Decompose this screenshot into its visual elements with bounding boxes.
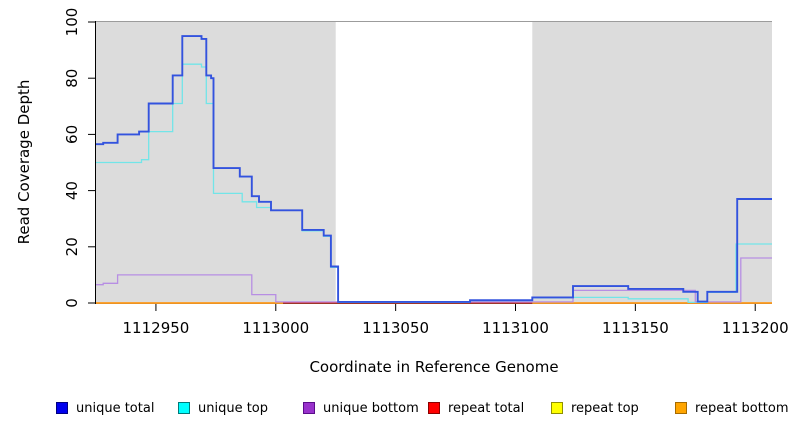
chart-series xyxy=(96,35,772,304)
legend-swatch xyxy=(551,402,563,414)
legend-label: repeat total xyxy=(448,400,525,416)
chart-axes: 0 20 40 60 80 100 1112950 1113000 1113050 1113100… xyxy=(63,8,789,337)
shaded-region xyxy=(532,22,772,303)
y-tick-label: 40 xyxy=(63,181,81,200)
x-tick-label: 1112950 xyxy=(123,319,190,337)
series-unique-total xyxy=(96,35,772,303)
legend-label: repeat bottom xyxy=(695,400,789,416)
legend-swatch xyxy=(428,402,440,414)
legend-swatch xyxy=(56,402,68,414)
x-axis-label: Coordinate in Reference Genome xyxy=(309,358,558,376)
x-tick-label: 1113000 xyxy=(242,319,309,337)
legend-item-repeat-total: repeat total xyxy=(428,398,524,418)
chart-shaded-regions xyxy=(96,21,772,303)
legend-swatch xyxy=(675,402,687,414)
legend-label: unique top xyxy=(198,400,269,416)
x-tick-label: 1113050 xyxy=(362,319,429,337)
legend-swatch xyxy=(303,402,315,414)
series-unique-bottom xyxy=(96,257,772,303)
legend-swatch xyxy=(178,402,190,414)
y-tick-label: 100 xyxy=(63,8,81,37)
y-tick-label: 0 xyxy=(63,298,81,308)
y-axis-label: Read Coverage Depth xyxy=(15,80,33,245)
legend-item-unique-bottom: unique bottom xyxy=(303,398,419,418)
legend-item-unique-top: unique top xyxy=(178,398,268,418)
legend-label: unique bottom xyxy=(323,400,419,416)
legend-item-repeat-bottom: repeat bottom xyxy=(675,398,789,418)
y-tick-label: 60 xyxy=(63,125,81,144)
y-tick-label: 20 xyxy=(63,237,81,256)
legend-label: repeat top xyxy=(571,400,639,416)
x-tick-label: 1113100 xyxy=(482,319,549,337)
x-tick-label: 1113150 xyxy=(602,319,669,337)
y-tick-label: 80 xyxy=(63,69,81,88)
legend-label: unique total xyxy=(76,400,155,416)
x-tick-label: 1113200 xyxy=(722,319,789,337)
legend: unique total unique top unique bottom repea… xyxy=(0,398,792,422)
legend-item-unique-total: unique total xyxy=(56,398,154,418)
legend-item-repeat-top: repeat top xyxy=(551,398,639,418)
